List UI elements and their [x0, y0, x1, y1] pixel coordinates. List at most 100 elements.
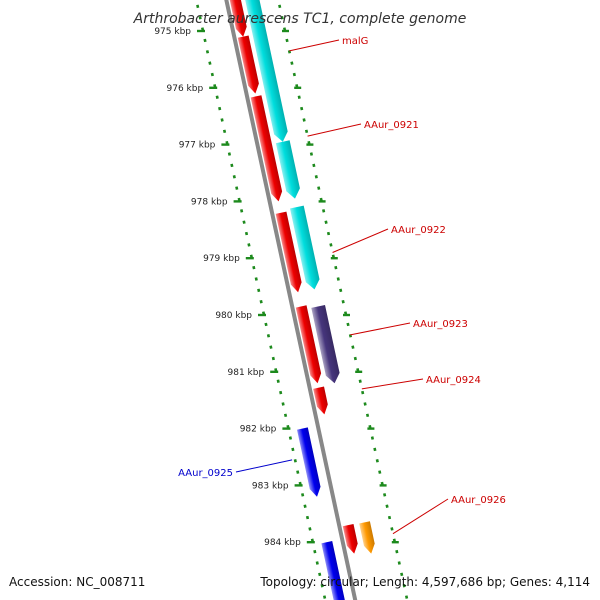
tick-label: 979 kbp	[203, 254, 240, 264]
minor-tick-inner	[264, 322, 268, 327]
minor-tick-outer	[324, 220, 328, 224]
backbone-line	[224, 0, 358, 600]
gene-label-aaur_0921: AAur_0921	[364, 120, 419, 131]
minor-tick-outer	[280, 15, 284, 20]
gene-feature-next-gene	[321, 541, 345, 600]
minor-tick-outer	[314, 175, 318, 179]
minor-tick-outer	[400, 572, 404, 577]
minor-tick-outer	[390, 527, 394, 531]
minor-tick-inner	[252, 265, 256, 270]
gene-label-aaur_0922: AAur_0922	[391, 225, 446, 236]
tick-label: 983 kbp	[252, 481, 289, 491]
gene-feature-aaur_0923	[311, 305, 340, 384]
tick-marks-outer	[278, 4, 409, 599]
tick-label: 984 kbp	[264, 538, 301, 548]
tick-label: 977 kbp	[179, 141, 216, 151]
minor-tick-inner	[198, 15, 202, 20]
tick-label: 978 kbp	[191, 197, 228, 207]
minor-tick-inner	[318, 572, 322, 577]
minor-tick-inner	[230, 163, 234, 168]
minor-tick-inner	[254, 277, 258, 281]
gene-feature-aaur_0922	[290, 205, 320, 290]
gene-feature-aaur_0926	[359, 521, 375, 554]
minor-tick-outer	[304, 129, 309, 134]
minor-tick-outer	[297, 95, 301, 99]
minor-tick-inner	[203, 38, 207, 43]
minor-tick-outer	[365, 413, 370, 418]
minor-tick-inner	[218, 106, 222, 111]
minor-tick-outer	[358, 379, 362, 383]
minor-tick-outer	[292, 72, 296, 77]
minor-tick-outer	[387, 515, 392, 520]
gene-feature-aaur_0926	[342, 524, 358, 554]
minor-tick-outer	[329, 243, 333, 247]
minor-tick-inner	[293, 459, 297, 463]
minor-tick-outer	[385, 504, 389, 508]
minor-tick-outer	[383, 493, 387, 497]
minor-tick-outer	[363, 402, 367, 406]
gene-feature-aaur_0924	[313, 386, 328, 415]
minor-tick-inner	[259, 299, 263, 304]
gene-feature-aaur_0925	[297, 427, 321, 497]
minor-tick-outer	[395, 549, 399, 554]
gene-label-malg: malG	[342, 36, 368, 47]
tick-label: 976 kbp	[167, 84, 204, 94]
minor-tick-outer	[309, 152, 314, 156]
tick-marks-inner	[196, 4, 327, 599]
gene-label-leader	[307, 123, 362, 137]
minor-tick-inner	[271, 356, 275, 361]
minor-tick-inner	[257, 288, 261, 293]
minor-tick-outer	[300, 106, 304, 111]
gene-feature-malg	[245, 0, 288, 142]
minor-tick-inner	[232, 175, 236, 179]
tick-label: 980 kbp	[215, 311, 252, 321]
topology-text: Topology: circular; Length: 4,597,686 bp…	[259, 575, 590, 589]
minor-tick-outer	[302, 118, 306, 122]
minor-tick-inner	[305, 515, 310, 520]
minor-tick-inner	[269, 345, 273, 349]
minor-tick-inner	[301, 493, 305, 497]
minor-tick-inner	[210, 72, 214, 77]
gene-label-leader	[350, 322, 411, 336]
minor-tick-inner	[208, 61, 212, 65]
minor-tick-inner	[296, 470, 300, 474]
gene-feature-aaur_0921	[250, 95, 283, 202]
gene-label-aaur_0926: AAur_0926	[451, 495, 506, 506]
gene-label-leader	[235, 459, 293, 473]
gene-label-leader	[332, 228, 389, 253]
minor-tick-outer	[317, 186, 321, 190]
minor-tick-outer	[336, 277, 340, 281]
gene-label-leader	[392, 498, 449, 535]
minor-tick-outer	[353, 356, 357, 361]
minor-tick-outer	[370, 436, 375, 440]
tick-label: 981 kbp	[228, 368, 265, 378]
minor-tick-outer	[397, 561, 401, 565]
minor-tick-inner	[222, 129, 227, 134]
minor-tick-inner	[303, 504, 307, 508]
gene-feature-aaur_0923	[295, 305, 322, 384]
minor-tick-outer	[341, 299, 345, 304]
gene-label-aaur_0925: AAur_0925	[178, 468, 233, 479]
minor-tick-outer	[346, 322, 350, 327]
minor-tick-inner	[205, 50, 210, 54]
minor-tick-inner	[240, 209, 244, 213]
minor-tick-outer	[312, 163, 316, 168]
minor-tick-inner	[215, 95, 219, 99]
minor-tick-outer	[373, 447, 377, 452]
map-title: Arthrobacter aurescens TC1, complete gen…	[133, 11, 467, 27]
gene-features	[229, 0, 375, 600]
tick-label: 975 kbp	[154, 27, 191, 37]
minor-tick-inner	[235, 186, 239, 190]
minor-tick-outer	[351, 345, 355, 349]
minor-tick-inner	[242, 220, 246, 224]
minor-tick-inner	[244, 231, 249, 236]
minor-tick-inner	[196, 4, 200, 9]
gene-label-leader	[361, 378, 424, 390]
minor-tick-inner	[323, 595, 327, 599]
genome-backbone	[224, 0, 358, 600]
minor-tick-inner	[227, 152, 232, 156]
minor-tick-inner	[288, 436, 293, 440]
minor-tick-outer	[378, 470, 382, 474]
